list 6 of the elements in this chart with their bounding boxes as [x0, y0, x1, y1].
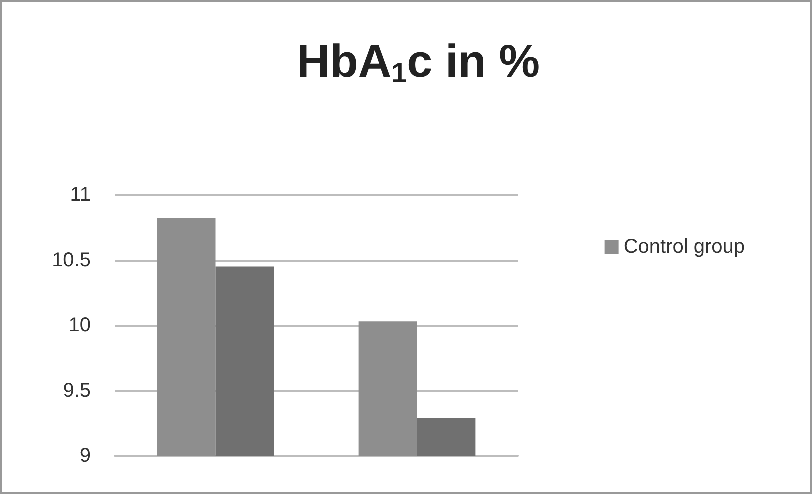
y-tick-label: 9.5 — [63, 380, 91, 402]
y-tick-label: 10.5 — [52, 249, 91, 272]
y-tick-label: 9 — [80, 445, 91, 467]
y-tick-label: 11 — [70, 184, 91, 206]
legend-label: Control group — [624, 236, 746, 258]
y-tick-label: 10 — [68, 314, 91, 336]
